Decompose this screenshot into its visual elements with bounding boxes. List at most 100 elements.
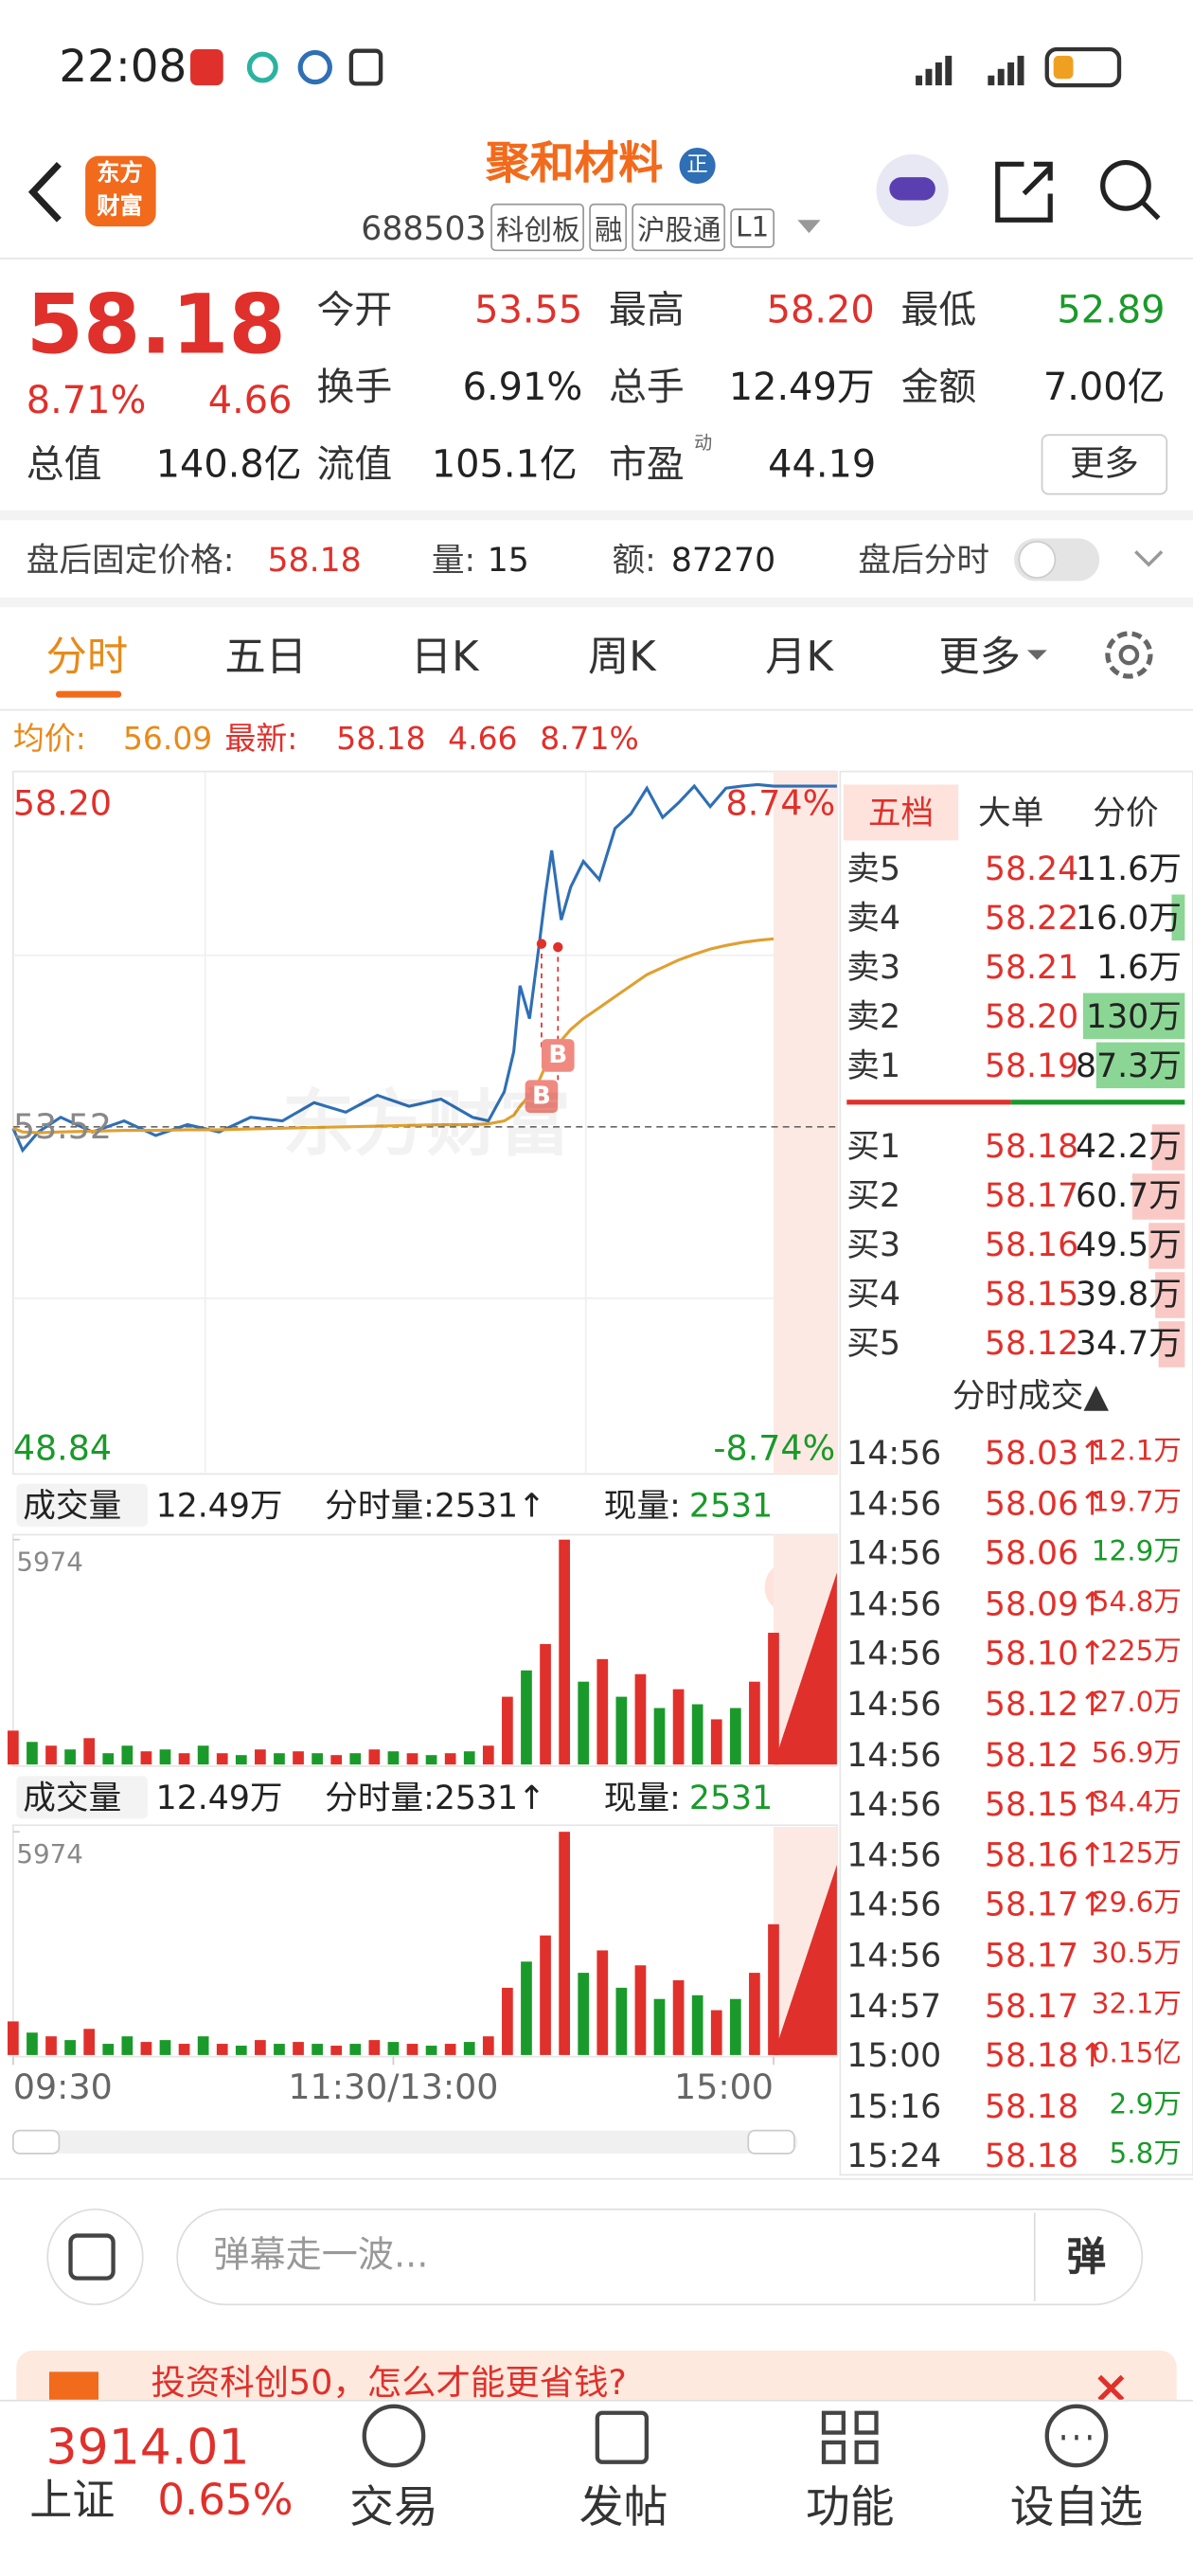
indicator[interactable]: 成交量 (23, 1485, 122, 1526)
indicator[interactable]: 成交量 (23, 1778, 122, 1817)
order-label: 卖3 (846, 947, 901, 987)
back-button[interactable] (27, 161, 62, 223)
order-volume: 11.6万 (1076, 849, 1182, 888)
nav-item[interactable]: 交易 (349, 2482, 438, 2534)
index-change: 0.65% (157, 2477, 294, 2527)
tab[interactable]: 日K (410, 633, 479, 681)
banner-icon (48, 2371, 98, 2406)
scrollbar[interactable] (12, 2130, 798, 2154)
volume-bar (64, 2040, 76, 2055)
volume-bar (102, 1753, 115, 1765)
trade-price: 58.09↑ (984, 1583, 1107, 1623)
tab[interactable]: 周K (587, 633, 656, 681)
volume-bar (672, 1689, 685, 1765)
settings-button[interactable] (1105, 631, 1153, 679)
order-book-tab[interactable]: 分价 (1093, 793, 1159, 832)
volume-bar (368, 2040, 381, 2055)
side-panel (839, 770, 1193, 2176)
danmaku-button[interactable]: 弹 (1066, 2233, 1107, 2281)
trade-volume: 2.9万 (1109, 2088, 1182, 2121)
indicator-select[interactable] (16, 1483, 148, 1527)
trade-marker-dot (553, 941, 563, 953)
nav-item[interactable]: 功能 (805, 2482, 895, 2534)
trade-icon[interactable] (362, 2404, 426, 2468)
volume-bar (83, 2029, 96, 2055)
more-button[interactable] (1041, 434, 1168, 495)
expand-icon[interactable] (1134, 550, 1164, 567)
volume-bar (312, 2044, 323, 2055)
after-hours-price: 58.18 (267, 540, 362, 580)
scroll-handle[interactable] (747, 2129, 795, 2155)
order-price: 58.20 (984, 996, 1079, 1036)
trade-volume: 54.8万 (1091, 1585, 1182, 1619)
trade-price: 58.15↑ (984, 1784, 1107, 1824)
order-label: 买1 (846, 1125, 901, 1166)
share-button[interactable] (995, 161, 1053, 223)
volume-bar (45, 1745, 57, 1765)
tab[interactable]: 分时 (45, 633, 129, 681)
more-button-text[interactable]: 更多 (1070, 443, 1139, 484)
tab[interactable]: 更多 (938, 633, 1022, 681)
badge (679, 147, 716, 185)
status-icon (246, 51, 278, 83)
order-price: 58.19 (984, 1046, 1079, 1085)
logo-text: 东方 (97, 160, 143, 188)
separator (1010, 1100, 1185, 1105)
trade-time: 14:56 (846, 1634, 942, 1673)
banner-close[interactable] (1097, 2374, 1125, 2402)
trade-price: 58.18 (984, 2136, 1079, 2176)
volume-total: 12.49万 (155, 1485, 283, 1526)
comment-icon-button[interactable] (46, 2208, 144, 2306)
order-book-tab[interactable]: 大单 (977, 793, 1044, 832)
change-pct: 8.71% (26, 380, 147, 423)
price-line (12, 937, 775, 1135)
volume-bar (293, 2042, 304, 2055)
tab-active (843, 784, 959, 841)
current-volume: 2531 (688, 1778, 774, 1817)
volume-bar (559, 1832, 570, 2055)
order-book-tab[interactable]: 五档 (867, 793, 935, 832)
order-label: 卖4 (846, 898, 901, 938)
trade-marker-text: B (548, 1039, 568, 1070)
volume-bar (102, 2044, 115, 2055)
volume-bar (596, 1950, 609, 2055)
chart-info: 4.66 (448, 721, 518, 758)
settings-core (1118, 644, 1140, 666)
divider (0, 708, 1193, 711)
watchlist-icon[interactable] (1044, 2404, 1109, 2468)
scroll-handle[interactable] (11, 2129, 61, 2155)
dropdown-icon[interactable] (797, 220, 821, 234)
volume-bar (178, 2044, 190, 2055)
signal-icon (916, 55, 1024, 86)
trade-volume: 225万 (1100, 1636, 1182, 1670)
status-icon (297, 49, 332, 85)
field-value: 58.20 (766, 289, 875, 332)
post-icon[interactable] (595, 2410, 650, 2464)
function-icon[interactable] (821, 2410, 879, 2464)
volume-bar (559, 1539, 570, 1765)
indicator-select[interactable] (16, 1776, 148, 1819)
current-volume: 2531 (688, 1485, 774, 1526)
volume-bar (444, 1753, 456, 1765)
order-label: 卖5 (846, 849, 901, 888)
toggle-knob (1018, 541, 1057, 579)
order-label: 买2 (846, 1174, 901, 1215)
volume-bar (330, 1755, 343, 1765)
volume-bar (1095, 1042, 1185, 1089)
volume-bar (1082, 993, 1185, 1040)
volume-bar (540, 1643, 551, 1765)
nav-item[interactable]: 设自选 (1009, 2482, 1144, 2534)
banner-text: 投资科创50，怎么才能更省钱? (151, 2362, 627, 2403)
order-volume: 49.5万 (1076, 1224, 1182, 1264)
volume-bar (159, 1749, 171, 1765)
more-arrow (1026, 650, 1047, 660)
tab[interactable]: 月K (765, 633, 833, 681)
tab[interactable]: 五日 (224, 633, 308, 681)
nav-item[interactable]: 发帖 (579, 2482, 668, 2534)
field-label: 金额 (900, 367, 977, 410)
volume-bar (349, 1753, 362, 1765)
field-value: 12.49万 (728, 367, 875, 410)
search-button[interactable] (1100, 159, 1151, 211)
tab-indicator (55, 690, 122, 698)
comment-input[interactable] (176, 2208, 1144, 2306)
